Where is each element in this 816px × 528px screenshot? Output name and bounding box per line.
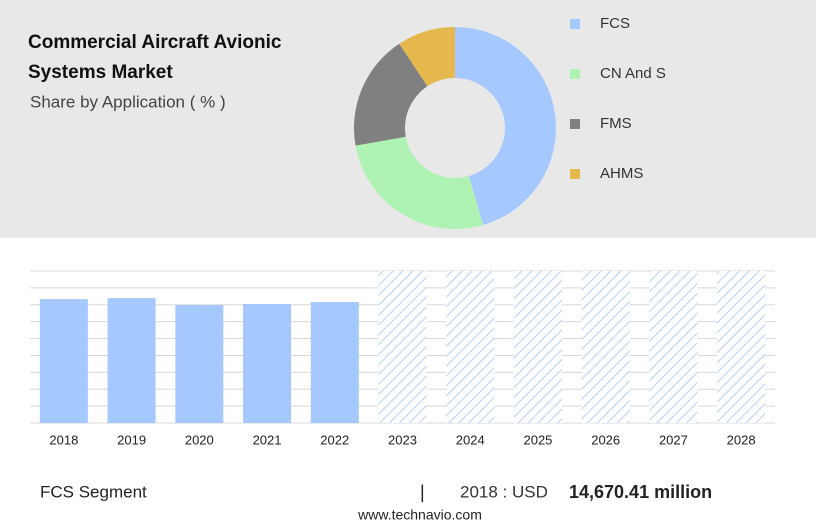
legend-swatch: [570, 19, 580, 29]
bar: [107, 298, 156, 423]
forecast-bar: [649, 271, 698, 423]
legend-swatch: [570, 69, 580, 79]
x-tick-label: 2019: [117, 432, 146, 447]
donut-segment: [455, 27, 556, 225]
bar: [310, 302, 359, 423]
forecast-bar: [446, 271, 495, 423]
legend-label: CN And S: [600, 65, 666, 82]
x-tick-label: 2022: [320, 432, 349, 447]
legend-swatch: [570, 169, 580, 179]
x-tick-label: 2021: [253, 432, 282, 447]
x-tick-label: 2024: [456, 432, 485, 447]
bar: [243, 304, 292, 423]
forecast-bar: [513, 271, 562, 423]
footer-year: 2018 : USD: [460, 482, 548, 501]
bar: [175, 305, 224, 423]
legend-label: AHMS: [600, 165, 643, 182]
footer-segment: FCS Segment: [40, 482, 147, 501]
forecast-bar: [581, 271, 630, 423]
chart-title: Commercial Aircraft Avionic Systems Mark…: [28, 32, 282, 83]
donut-segment: [355, 136, 484, 229]
legend-label: FMS: [600, 115, 632, 132]
footer-value: 14,670.41 million: [569, 482, 712, 502]
legend-label: FCS: [600, 15, 630, 32]
x-tick-label: 2026: [591, 432, 620, 447]
x-tick-label: 2018: [49, 432, 78, 447]
forecast-bar: [717, 271, 766, 423]
x-tick-label: 2020: [185, 432, 214, 447]
footer-source: www.technavio.com: [357, 507, 482, 523]
x-tick-label: 2023: [388, 432, 417, 447]
forecast-bar: [378, 271, 427, 423]
x-tick-label: 2025: [523, 432, 552, 447]
title-box: Commercial Aircraft Avionic Systems Mark…: [28, 32, 282, 83]
bar: [39, 299, 88, 423]
chart-subtitle: Share by Application ( % ): [30, 92, 226, 111]
x-tick-label: 2028: [727, 432, 756, 447]
donut-segment: [399, 27, 455, 87]
legend-swatch: [570, 119, 580, 129]
donut-segment: [354, 43, 428, 146]
footer-divider: |: [420, 482, 425, 502]
x-tick-label: 2027: [659, 432, 688, 447]
